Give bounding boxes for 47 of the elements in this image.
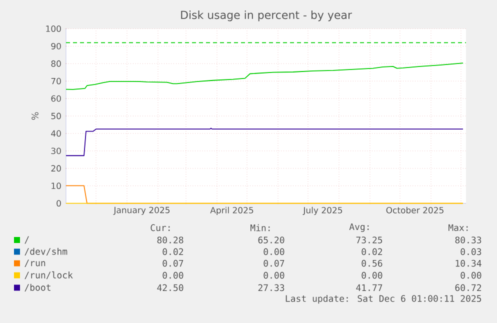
text: Cur: xyxy=(150,224,170,232)
y-tick-label: 60 xyxy=(51,95,61,102)
text: 60.72 xyxy=(455,284,482,292)
text: 0.56 xyxy=(362,260,382,267)
legend-label: /boot xyxy=(24,284,50,292)
y-tick-label: 10 xyxy=(52,182,61,190)
text: Min: xyxy=(250,224,270,232)
legend-label: /run/lock xyxy=(24,271,73,280)
text: 0.00 xyxy=(162,272,184,279)
text: 0.03 xyxy=(460,248,482,256)
text: 0.00 xyxy=(362,272,382,279)
y-tick-label: 100 xyxy=(46,25,61,32)
x-tick-label: January 2025 xyxy=(113,206,170,215)
text: 0.02 xyxy=(162,248,184,256)
text: 0.02 xyxy=(362,248,382,256)
legend-label: /dev/shm xyxy=(24,248,68,256)
legend-label: / xyxy=(24,236,29,244)
legend-label: /run xyxy=(24,260,46,267)
chart-title: Disk usage in percent - by year xyxy=(181,10,352,22)
y-tick-label: 50 xyxy=(51,112,61,120)
text: 65.20 xyxy=(258,236,284,244)
text: 73.25 xyxy=(356,236,382,244)
x-tick-label: April 2025 xyxy=(210,206,254,216)
text: 0.00 xyxy=(460,272,482,279)
y-tick-label: 90 xyxy=(51,42,61,50)
y-tick-label: 40 xyxy=(51,130,61,137)
text: 0.00 xyxy=(264,248,284,256)
text: Last update: Sat Dec 6 01:00:11 2025 xyxy=(286,294,482,304)
y-tick-label: 0 xyxy=(56,200,61,207)
y-tick-label: 70 xyxy=(51,78,61,84)
text: 10.34 xyxy=(456,260,482,267)
x-tick-label: October 2025 xyxy=(386,206,444,214)
y-tick-label: 20 xyxy=(51,165,61,172)
text: 0.07 xyxy=(264,260,284,267)
y-axis-title: % xyxy=(32,112,38,120)
text: 41.77 xyxy=(356,284,382,291)
y-tick-label: 30 xyxy=(51,148,61,154)
text: 42.50 xyxy=(157,284,184,292)
text: 0.00 xyxy=(264,272,284,279)
text: Avg: xyxy=(349,223,369,232)
text: 80.28 xyxy=(157,236,184,244)
text: 27.33 xyxy=(258,284,284,292)
y-tick-label: 80 xyxy=(51,60,61,67)
text: 80.33 xyxy=(455,236,482,244)
text: 0.07 xyxy=(162,260,184,267)
text: Max: xyxy=(448,224,468,232)
x-tick-label: July 2025 xyxy=(302,206,342,216)
